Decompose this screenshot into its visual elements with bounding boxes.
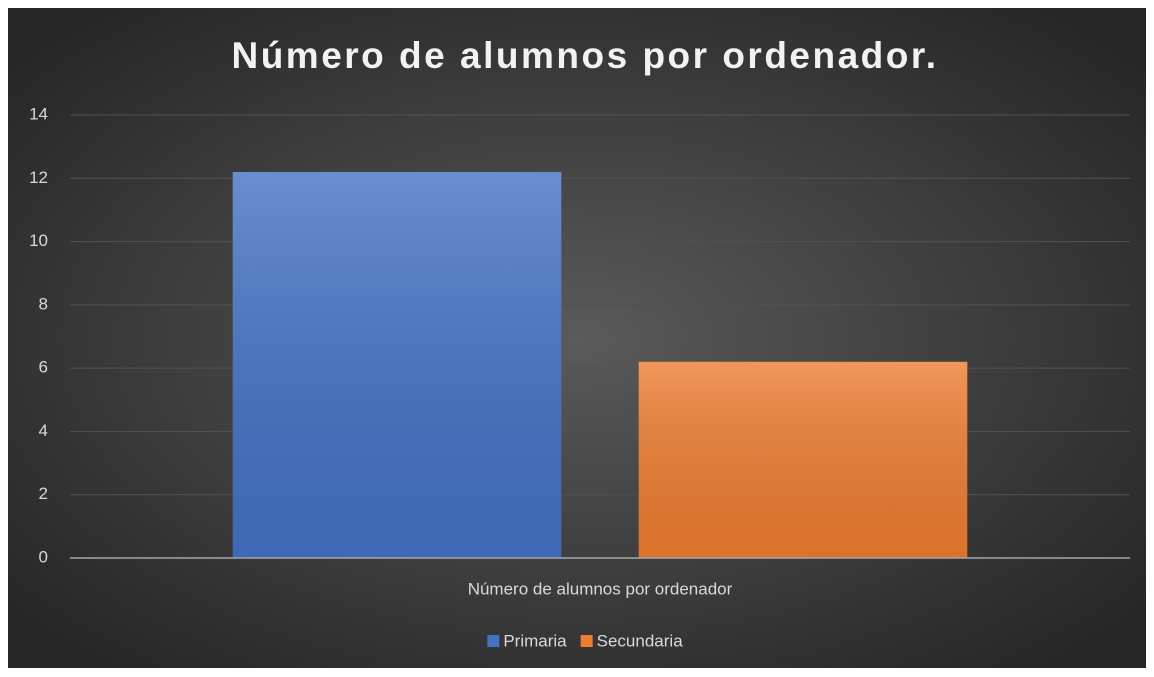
bar-sheen (232, 171, 562, 558)
legend-swatch (487, 635, 500, 647)
y-tick-label: 4 (39, 421, 48, 440)
legend-label: Primaria (503, 631, 567, 650)
chart-title: Número de alumnos por ordenador. (231, 35, 938, 76)
bar-sheen (638, 361, 968, 558)
y-tick-label: 10 (29, 231, 48, 250)
y-tick-label: 12 (29, 168, 48, 187)
x-tick-label: Número de alumnos por ordenador (468, 579, 733, 598)
y-tick-label: 14 (29, 104, 48, 123)
y-tick-label: 2 (39, 484, 48, 503)
y-tick-label: 8 (39, 294, 48, 313)
chart-background (8, 8, 1146, 668)
y-tick-label: 0 (39, 547, 48, 566)
legend-swatch (580, 635, 593, 647)
legend-label: Secundaria (597, 631, 684, 650)
y-tick-label: 6 (39, 358, 48, 377)
